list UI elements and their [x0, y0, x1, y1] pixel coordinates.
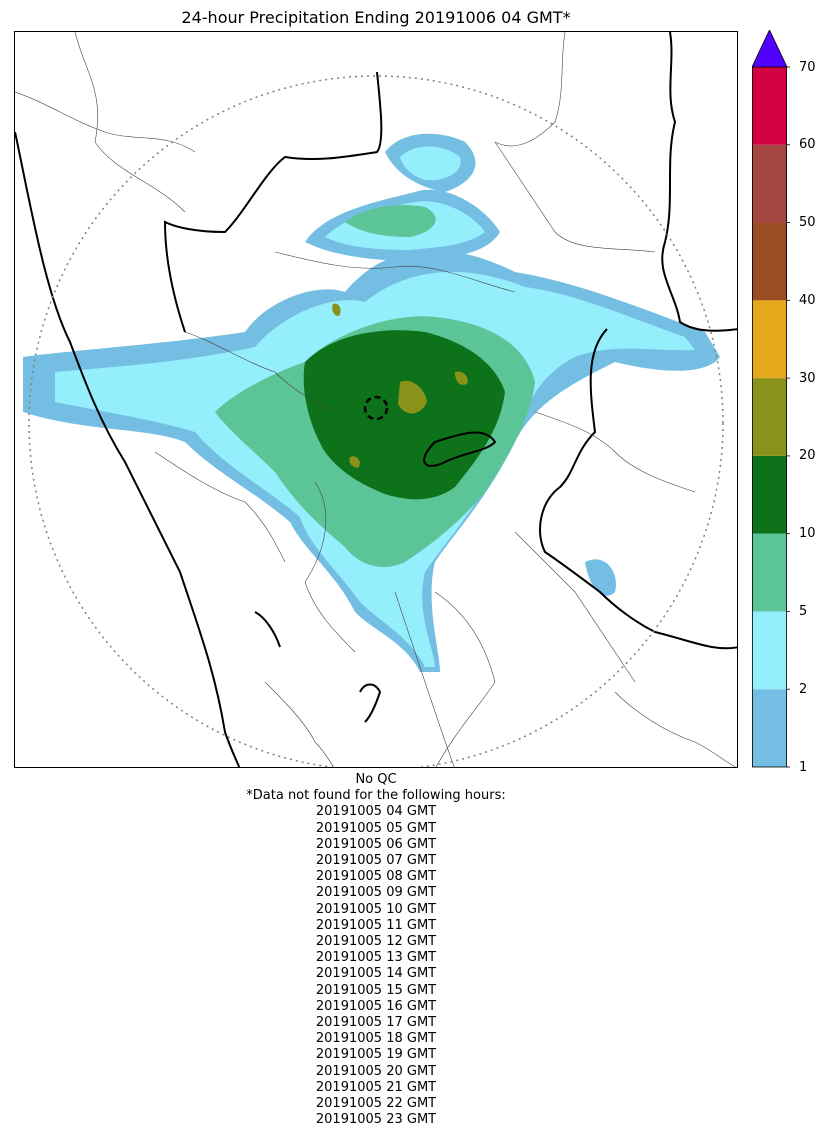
colorbar-segment	[752, 611, 787, 690]
missing-hour-item: 20191005 11 GMT	[315, 917, 437, 933]
missing-hour-item: 20191005 14 GMT	[315, 966, 437, 982]
district-boundaries-layer	[15, 32, 736, 767]
colorbar-tick-label: 60	[799, 137, 816, 153]
missing-hour-item: 20191005 05 GMT	[315, 820, 437, 836]
missing-hour-item: 20191005 21 GMT	[315, 1079, 437, 1095]
colorbar-tick-label: 1	[799, 759, 808, 775]
borders-layer	[15, 32, 737, 767]
missing-hour-item: 20191005 20 GMT	[315, 1063, 437, 1079]
colorbar-segment	[752, 533, 787, 612]
colorbar-outline	[752, 66, 788, 768]
colorbar-segment	[752, 300, 787, 379]
missing-hour-item: 20191005 22 GMT	[315, 1096, 437, 1112]
map-title: 24-hour Precipitation Ending 20191006 04…	[181, 8, 571, 27]
missing-hour-item: 20191005 07 GMT	[315, 853, 437, 869]
colorbar-extend-arrow	[752, 30, 788, 68]
qc-note: No QC	[355, 772, 397, 787]
colorbar-segment	[752, 689, 787, 767]
colorbar-tick-label: 50	[799, 215, 816, 231]
colorbar-tick-label: 5	[799, 603, 808, 619]
colorbar	[752, 30, 790, 768]
footer-notes: No QC *Data not found for the following …	[14, 772, 738, 1128]
colorbar-segment	[752, 378, 787, 456]
missing-hour-item: 20191005 18 GMT	[315, 1031, 437, 1047]
colorbar-tick-label: 2	[799, 681, 808, 697]
colorbar-tick-label: 30	[799, 370, 816, 386]
missing-hour-item: 20191005 17 GMT	[315, 1015, 437, 1031]
missing-hour-item: 20191005 09 GMT	[315, 885, 437, 901]
missing-hour-item: 20191005 15 GMT	[315, 982, 437, 998]
colorbar-segment	[752, 222, 787, 301]
missing-hour-item: 20191005 19 GMT	[315, 1047, 437, 1063]
missing-hour-item: 20191005 23 GMT	[315, 1112, 437, 1128]
missing-hour-item: 20191005 12 GMT	[315, 934, 437, 950]
missing-hour-item: 20191005 10 GMT	[315, 901, 437, 917]
missing-hour-item: 20191005 06 GMT	[315, 836, 437, 852]
radar-range-ring	[28, 75, 724, 767]
colorbar-segment	[752, 455, 787, 534]
colorbar-segment	[752, 144, 787, 223]
colorbar-segment	[752, 67, 787, 145]
missing-hour-item: 20191005 13 GMT	[315, 950, 437, 966]
colorbar-tick-label: 40	[799, 292, 816, 308]
map-canvas	[15, 32, 737, 767]
colorbar-tick-label: 70	[799, 59, 816, 75]
precip-layer-20-30	[332, 303, 468, 468]
colorbar-tick-label: 20	[799, 448, 816, 464]
missing-hour-item: 20191005 08 GMT	[315, 869, 437, 885]
missing-data-note: *Data not found for the following hours:	[246, 788, 506, 804]
precipitation-map	[14, 31, 738, 768]
missing-hour-item: 20191005 04 GMT	[315, 804, 437, 820]
hours-list: 20191005 04 GMT 20191005 05 GMT 20191005 0…	[14, 804, 738, 1128]
colorbar-svg	[752, 30, 790, 768]
colorbar-tick-label: 10	[799, 526, 816, 542]
missing-hour-item: 20191005 16 GMT	[315, 998, 437, 1014]
radar-site-marker	[363, 395, 389, 421]
